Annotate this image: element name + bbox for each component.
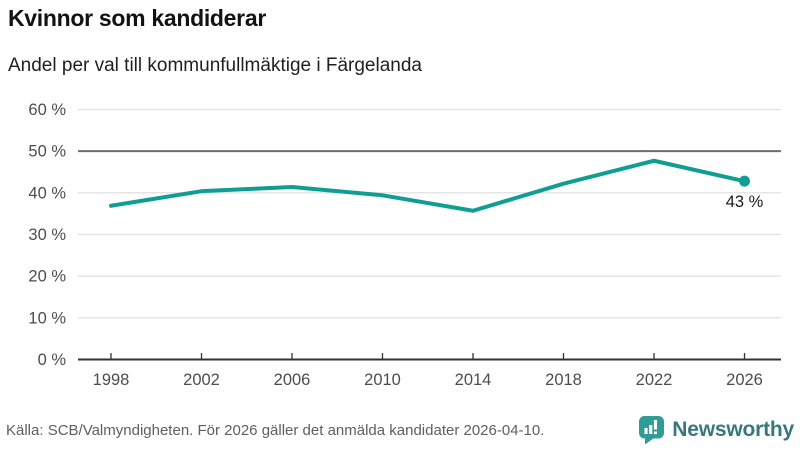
y-tick-label: 0 % [38,351,67,369]
data-line [109,158,747,213]
x-tick-label: 2022 [636,371,673,389]
y-tick-label: 40 % [28,184,66,202]
brand-name: Newsworthy [672,418,794,441]
source-note: Källa: SCB/Valmyndigheten. För 2026 gäll… [6,421,545,439]
footer: Källa: SCB/Valmyndigheten. För 2026 gäll… [0,413,800,447]
y-tick-label: 10 % [28,309,66,327]
x-tick-label: 2010 [364,371,401,389]
bar-chart-speech-bubble-icon [639,416,665,445]
y-tick-label: 50 % [28,143,66,161]
x-tick-label: 2014 [455,371,492,389]
last-point-label: 43 % [726,193,764,211]
x-tick-label: 2002 [183,371,220,389]
x-tick-label: 1998 [93,371,130,389]
newsworthy-logo: Newsworthy [638,415,794,445]
x-tick-label: 2006 [274,371,311,389]
line-chart: 0 % 10 % 20 % 30 % 40 % 50 % 60 % 1998 2002 2006 2… [28,101,781,389]
y-tick-label: 30 % [28,226,66,244]
y-tick-label: 60 % [28,101,66,119]
page-title: Kvinnor som kandiderar [8,5,266,31]
x-tick-label: 2018 [545,371,582,389]
last-point-marker [739,175,750,187]
y-tick-label: 20 % [28,268,66,286]
page-subtitle: Andel per val till kommunfullmäktige i F… [8,55,422,76]
x-tick-label: 2026 [726,371,763,389]
